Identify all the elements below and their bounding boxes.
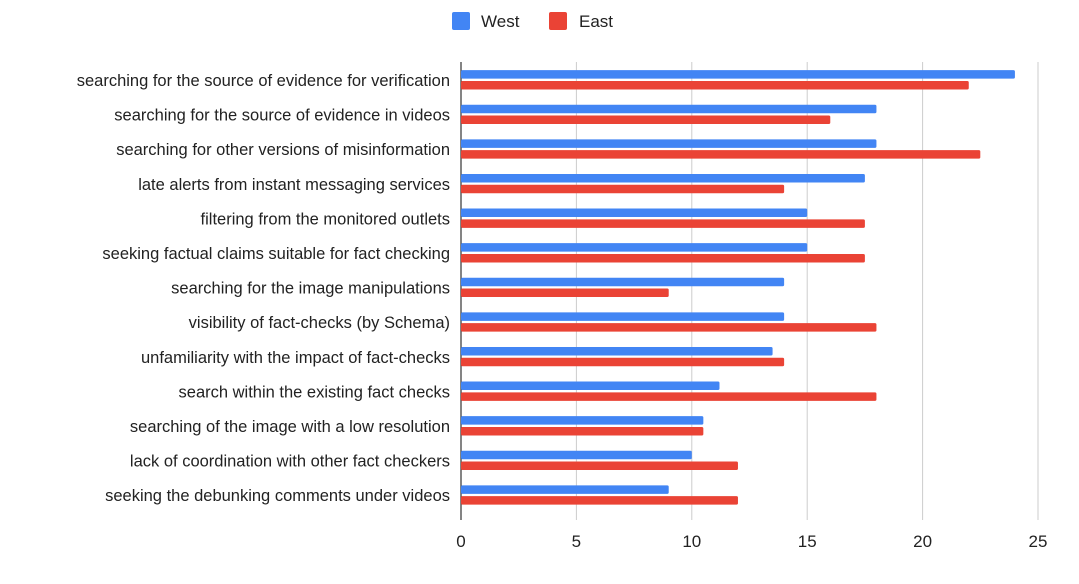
legend: West East <box>452 12 613 31</box>
bar-west <box>461 173 865 183</box>
bar-west <box>461 208 808 218</box>
bar-west <box>461 139 877 148</box>
bar-east <box>461 115 831 125</box>
bar-east <box>461 184 785 194</box>
x-tick-label-10: 10 <box>682 532 701 551</box>
x-tick-label-5: 5 <box>572 532 581 551</box>
bar-east <box>461 288 669 298</box>
x-tick-label-0: 0 <box>456 532 465 551</box>
bar-east <box>461 357 785 367</box>
category-label: late alerts from instant messaging servi… <box>138 176 450 194</box>
bar-east <box>461 253 865 263</box>
category-labels: searching for the source of evidence for… <box>77 72 450 505</box>
category-label: lack of coordination with other fact che… <box>130 453 450 471</box>
legend-label-east: East <box>579 12 613 31</box>
bar-west <box>461 277 785 287</box>
bar-west <box>461 450 692 460</box>
x-tick-label-15: 15 <box>798 532 817 551</box>
x-axis-tick-labels: 0 5 10 15 20 25 <box>456 532 1047 551</box>
category-label: search within the existing fact checks <box>179 383 450 401</box>
bar-east <box>461 392 877 401</box>
category-label: searching for the image manipulations <box>171 280 450 298</box>
bar-east <box>461 496 738 505</box>
category-label: filtering from the monitored outlets <box>201 210 450 228</box>
category-label: unfamiliarity with the impact of fact-ch… <box>141 349 450 367</box>
bar-east <box>461 323 877 332</box>
bar-west <box>461 243 808 252</box>
category-label: visibility of fact-checks (by Schema) <box>189 314 450 332</box>
category-label: searching for the source of evidence in … <box>114 107 450 125</box>
bar-west <box>461 416 704 425</box>
category-label: seeking factual claims suitable for fact… <box>102 245 450 263</box>
bars <box>461 70 1015 505</box>
category-label: searching for the source of evidence for… <box>77 72 450 90</box>
x-tick-label-25: 25 <box>1029 532 1048 551</box>
bar-east <box>461 80 969 90</box>
legend-label-west: West <box>481 12 520 31</box>
x-tick-label-20: 20 <box>913 532 932 551</box>
bar-west <box>461 381 720 391</box>
bar-east <box>461 426 704 436</box>
bar-west <box>461 346 773 356</box>
bar-east <box>461 219 865 228</box>
category-label: searching for other versions of misinfor… <box>116 141 450 159</box>
bar-east <box>461 150 981 159</box>
category-label: seeking the debunking comments under vid… <box>105 487 450 505</box>
bar-west <box>461 312 785 321</box>
gridlines <box>460 62 1039 520</box>
bar-west <box>461 70 1015 79</box>
bar-west <box>461 485 669 494</box>
legend-swatch-west <box>452 12 470 30</box>
category-label: searching of the image with a low resolu… <box>130 418 450 436</box>
bar-east <box>461 461 738 471</box>
bar-west <box>461 104 877 114</box>
legend-swatch-east <box>549 12 567 30</box>
